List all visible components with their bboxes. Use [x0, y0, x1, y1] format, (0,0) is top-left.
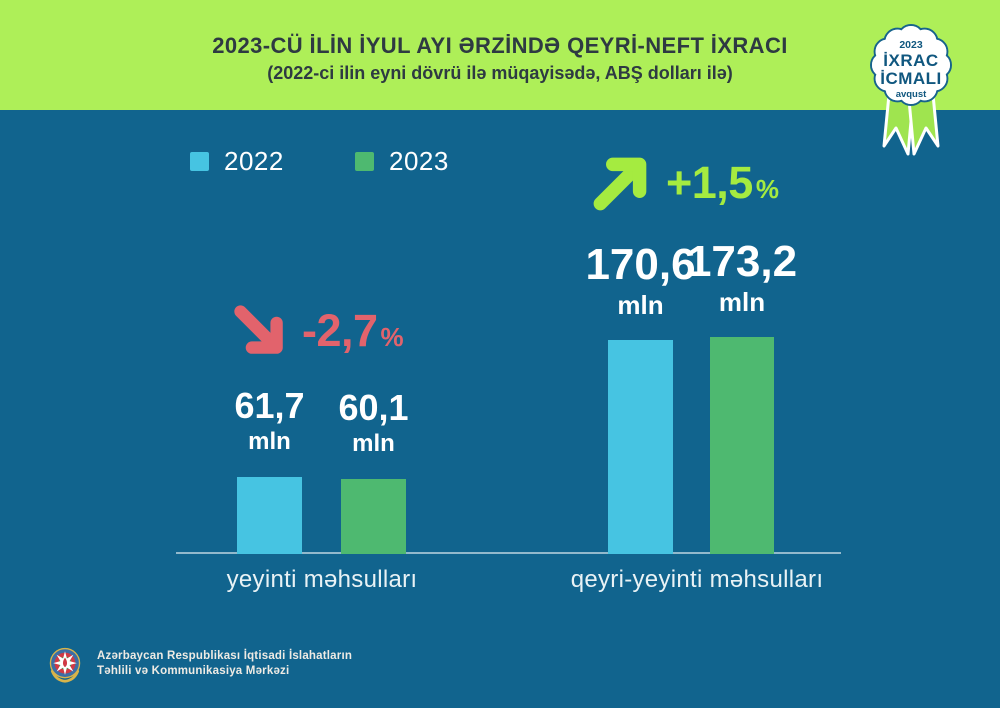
badge-month: avqust — [896, 89, 927, 100]
legend-swatch-2022 — [190, 152, 209, 171]
bar-food-2023 — [341, 479, 406, 554]
bar-value: 170,6 — [585, 240, 696, 290]
bar-group-food-2023: 60,1 mln — [338, 390, 409, 554]
arrow-up-right-icon — [593, 157, 647, 211]
bar-unit: mln — [248, 428, 291, 456]
legend-item-2022: 2022 — [190, 146, 284, 177]
bar-unit: mln — [718, 287, 766, 318]
page-subtitle: (2022-ci ilin eyni dövrü ilə müqayisədə,… — [267, 63, 733, 84]
bar-unit: mln — [617, 290, 664, 321]
bar-unit: mln — [352, 430, 395, 458]
decrease-indicator: -2,7 % — [231, 302, 404, 359]
org-name-line1: Azərbaycan Respublikası İqtisadi İslahat… — [97, 650, 353, 662]
org-footer: Azərbaycan Respublikası İqtisadi İslahat… — [45, 644, 352, 684]
bar-value: 60,1 — [338, 387, 409, 429]
increase-percent: +1,5 — [666, 157, 753, 208]
bar-nonfood-2022 — [608, 340, 673, 554]
bar-value-label: 61,7 mln — [234, 388, 304, 456]
badge-year: 2023 — [899, 39, 923, 51]
badge-line1: İXRAC — [883, 51, 938, 70]
legend-label-2022: 2022 — [224, 146, 284, 176]
bar-value: 173,2 — [686, 237, 798, 287]
increase-percent-sign: % — [755, 174, 779, 204]
bar-group-nonfood-2022: 170,6 mln — [585, 243, 696, 554]
category-label-nonfood: qeyri-yeyinti məhsulları — [570, 566, 824, 593]
decrease-percent: -2,7 — [302, 304, 378, 356]
bar-nonfood-2023 — [710, 337, 774, 554]
arrow-down-right-icon — [234, 305, 283, 354]
bar-value-label: 170,6 mln — [585, 243, 695, 321]
decrease-percent-sign: % — [380, 321, 404, 352]
legend-swatch-2023 — [355, 152, 374, 171]
header-band: 2023-CÜ İLİN İYUL AYI ƏRZİNDƏ QEYRİ-NEFT… — [0, 0, 1000, 110]
badge-line2: İCMALI — [880, 69, 942, 88]
bar-value: 61,7 — [234, 385, 305, 427]
org-name-line2: Təhlili və Kommunikasiya Mərkəzi — [97, 665, 290, 677]
coat-of-arms-icon — [49, 647, 81, 683]
increase-indicator: +1,5 % — [590, 152, 779, 214]
category-label-food: yeyinti məhsulları — [226, 566, 418, 593]
org-name: Azərbaycan Respublikası İqtisadi İslahat… — [97, 649, 352, 679]
award-badge: 2023 İXRAC İCMALI avqust — [849, 4, 973, 168]
legend-item-2023: 2023 — [355, 146, 449, 177]
bar-value-label: 173,2 mln — [687, 240, 797, 318]
legend-label-2023: 2023 — [389, 146, 449, 176]
bar-group-food-2022: 61,7 mln — [234, 388, 305, 554]
bar-group-nonfood-2023: 173,2 mln — [687, 240, 797, 554]
bar-food-2022 — [237, 477, 302, 554]
award-ribbon-icon: 2023 İXRAC İCMALI avqust — [870, 24, 952, 156]
axis-baseline — [176, 552, 841, 554]
bar-value-label: 60,1 mln — [338, 390, 408, 458]
page-title: 2023-CÜ İLİN İYUL AYI ƏRZİNDƏ QEYRİ-NEFT… — [212, 33, 788, 58]
